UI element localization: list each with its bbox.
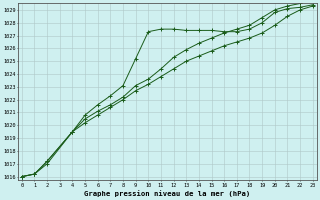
X-axis label: Graphe pression niveau de la mer (hPa): Graphe pression niveau de la mer (hPa) <box>84 190 251 197</box>
